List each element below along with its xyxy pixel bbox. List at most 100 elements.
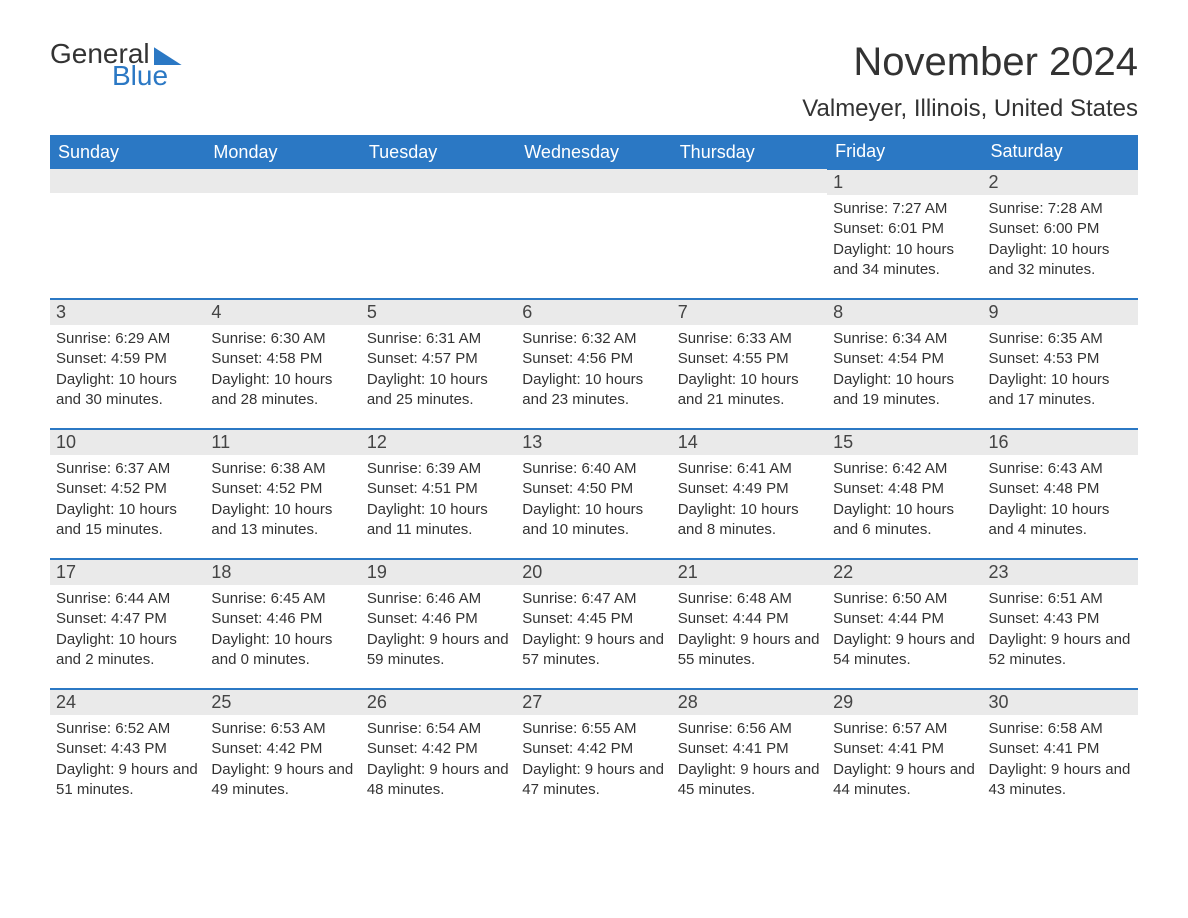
day-details: Sunrise: 6:38 AMSunset: 4:52 PMDaylight:… xyxy=(205,455,360,550)
header: General Blue November 2024 Valmeyer, Ill… xyxy=(50,40,1138,123)
calendar-table: SundayMondayTuesdayWednesdayThursdayFrid… xyxy=(50,135,1138,819)
day-number: 19 xyxy=(361,560,516,585)
daylight-line: Daylight: 10 hours and 8 minutes. xyxy=(678,500,821,541)
logo-word-blue: Blue xyxy=(112,62,182,90)
sunset-line: Sunset: 4:44 PM xyxy=(833,609,976,629)
daylight-line: Daylight: 10 hours and 11 minutes. xyxy=(367,500,510,541)
calendar-day-cell: 5Sunrise: 6:31 AMSunset: 4:57 PMDaylight… xyxy=(361,299,516,429)
day-number: 1 xyxy=(827,170,982,195)
calendar-day-cell: 19Sunrise: 6:46 AMSunset: 4:46 PMDayligh… xyxy=(361,559,516,689)
sunset-line: Sunset: 4:44 PM xyxy=(678,609,821,629)
sunset-line: Sunset: 6:01 PM xyxy=(833,219,976,239)
day-number: 11 xyxy=(205,430,360,455)
sunrise-line: Sunrise: 6:41 AM xyxy=(678,459,821,479)
calendar-day-cell: 25Sunrise: 6:53 AMSunset: 4:42 PMDayligh… xyxy=(205,689,360,819)
day-number: 26 xyxy=(361,690,516,715)
day-number: 23 xyxy=(983,560,1138,585)
day-number: 29 xyxy=(827,690,982,715)
day-details: Sunrise: 6:39 AMSunset: 4:51 PMDaylight:… xyxy=(361,455,516,550)
calendar-day-cell: 26Sunrise: 6:54 AMSunset: 4:42 PMDayligh… xyxy=(361,689,516,819)
daylight-line: Daylight: 10 hours and 19 minutes. xyxy=(833,370,976,411)
daylight-line: Daylight: 10 hours and 10 minutes. xyxy=(522,500,665,541)
sunrise-line: Sunrise: 6:38 AM xyxy=(211,459,354,479)
daylight-line: Daylight: 9 hours and 48 minutes. xyxy=(367,760,510,801)
day-details: Sunrise: 6:56 AMSunset: 4:41 PMDaylight:… xyxy=(672,715,827,810)
daylight-line: Daylight: 10 hours and 25 minutes. xyxy=(367,370,510,411)
day-number: 13 xyxy=(516,430,671,455)
daylight-line: Daylight: 10 hours and 17 minutes. xyxy=(989,370,1132,411)
day-number: 12 xyxy=(361,430,516,455)
sunrise-line: Sunrise: 6:37 AM xyxy=(56,459,199,479)
sunset-line: Sunset: 4:47 PM xyxy=(56,609,199,629)
day-details: Sunrise: 6:52 AMSunset: 4:43 PMDaylight:… xyxy=(50,715,205,810)
daylight-line: Daylight: 9 hours and 44 minutes. xyxy=(833,760,976,801)
sunrise-line: Sunrise: 7:28 AM xyxy=(989,199,1132,219)
calendar-day-cell: 14 Sunrise: 6:41 AMSunset: 4:49 PMDayligh… xyxy=(672,429,827,559)
day-details: Sunrise: 6:51 AMSunset: 4:43 PMDaylight:… xyxy=(983,585,1138,680)
sunset-line: Sunset: 4:43 PM xyxy=(989,609,1132,629)
title-block: November 2024 Valmeyer, Illinois, United… xyxy=(802,40,1138,123)
day-details: Sunrise: 6:44 AMSunset: 4:47 PMDaylight:… xyxy=(50,585,205,680)
weekday-header: Monday xyxy=(205,135,360,169)
calendar-day-cell: 28Sunrise: 6:56 AMSunset: 4:41 PMDayligh… xyxy=(672,689,827,819)
calendar-empty-cell xyxy=(516,169,671,299)
sunrise-line: Sunrise: 7:27 AM xyxy=(833,199,976,219)
sunset-line: Sunset: 4:52 PM xyxy=(211,479,354,499)
daylight-line: Daylight: 10 hours and 2 minutes. xyxy=(56,630,199,671)
daylight-line: Daylight: 10 hours and 4 minutes. xyxy=(989,500,1132,541)
logo: General Blue xyxy=(50,40,182,90)
sunrise-line: Sunrise: 6:57 AM xyxy=(833,719,976,739)
calendar-day-cell: 22Sunrise: 6:50 AMSunset: 4:44 PMDayligh… xyxy=(827,559,982,689)
sunset-line: Sunset: 4:42 PM xyxy=(522,739,665,759)
sunset-line: Sunset: 4:52 PM xyxy=(56,479,199,499)
weekday-header: Thursday xyxy=(672,135,827,169)
daylight-line: Daylight: 10 hours and 28 minutes. xyxy=(211,370,354,411)
daylight-line: Daylight: 10 hours and 13 minutes. xyxy=(211,500,354,541)
daylight-line: Daylight: 9 hours and 43 minutes. xyxy=(989,760,1132,801)
calendar-header-row: SundayMondayTuesdayWednesdayThursdayFrid… xyxy=(50,135,1138,169)
sunset-line: Sunset: 4:41 PM xyxy=(678,739,821,759)
sunset-line: Sunset: 4:48 PM xyxy=(989,479,1132,499)
calendar-day-cell: 11Sunrise: 6:38 AMSunset: 4:52 PMDayligh… xyxy=(205,429,360,559)
day-number: 27 xyxy=(516,690,671,715)
day-number: 24 xyxy=(50,690,205,715)
sunset-line: Sunset: 4:55 PM xyxy=(678,349,821,369)
sunset-line: Sunset: 6:00 PM xyxy=(989,219,1132,239)
sunset-line: Sunset: 4:43 PM xyxy=(56,739,199,759)
day-number: 15 xyxy=(827,430,982,455)
calendar-empty-cell xyxy=(205,169,360,299)
daylight-line: Daylight: 9 hours and 54 minutes. xyxy=(833,630,976,671)
calendar-day-cell: 6Sunrise: 6:32 AMSunset: 4:56 PMDaylight… xyxy=(516,299,671,429)
day-details: Sunrise: 6:58 AMSunset: 4:41 PMDaylight:… xyxy=(983,715,1138,810)
day-number: 8 xyxy=(827,300,982,325)
daylight-line: Daylight: 9 hours and 55 minutes. xyxy=(678,630,821,671)
day-number: 9 xyxy=(983,300,1138,325)
daylight-line: Daylight: 10 hours and 15 minutes. xyxy=(56,500,199,541)
empty-daynum-bar xyxy=(50,169,205,193)
empty-daynum-bar xyxy=(516,169,671,193)
daylight-line: Daylight: 10 hours and 23 minutes. xyxy=(522,370,665,411)
calendar-day-cell: 24Sunrise: 6:52 AMSunset: 4:43 PMDayligh… xyxy=(50,689,205,819)
weekday-header: Wednesday xyxy=(516,135,671,169)
daylight-line: Daylight: 9 hours and 52 minutes. xyxy=(989,630,1132,671)
daylight-line: Daylight: 9 hours and 49 minutes. xyxy=(211,760,354,801)
day-details: Sunrise: 6:29 AMSunset: 4:59 PMDaylight:… xyxy=(50,325,205,420)
day-number: 14 xyxy=(672,430,827,455)
day-details: Sunrise: 7:27 AMSunset: 6:01 PMDaylight:… xyxy=(827,195,982,290)
calendar-body: 1Sunrise: 7:27 AMSunset: 6:01 PMDaylight… xyxy=(50,169,1138,819)
calendar-day-cell: 21Sunrise: 6:48 AMSunset: 4:44 PMDayligh… xyxy=(672,559,827,689)
sunset-line: Sunset: 4:49 PM xyxy=(678,479,821,499)
calendar-day-cell: 1Sunrise: 7:27 AMSunset: 6:01 PMDaylight… xyxy=(827,169,982,299)
sunrise-line: Sunrise: 6:34 AM xyxy=(833,329,976,349)
day-details: Sunrise: 6:45 AMSunset: 4:46 PMDaylight:… xyxy=(205,585,360,680)
month-title: November 2024 xyxy=(802,40,1138,85)
calendar-empty-cell xyxy=(672,169,827,299)
calendar-day-cell: 9Sunrise: 6:35 AMSunset: 4:53 PMDaylight… xyxy=(983,299,1138,429)
day-details: Sunrise: 6:55 AMSunset: 4:42 PMDaylight:… xyxy=(516,715,671,810)
calendar-day-cell: 30Sunrise: 6:58 AMSunset: 4:41 PMDayligh… xyxy=(983,689,1138,819)
day-number: 28 xyxy=(672,690,827,715)
calendar-day-cell: 16Sunrise: 6:43 AMSunset: 4:48 PMDayligh… xyxy=(983,429,1138,559)
sunset-line: Sunset: 4:42 PM xyxy=(367,739,510,759)
day-number: 17 xyxy=(50,560,205,585)
sunrise-line: Sunrise: 6:51 AM xyxy=(989,589,1132,609)
